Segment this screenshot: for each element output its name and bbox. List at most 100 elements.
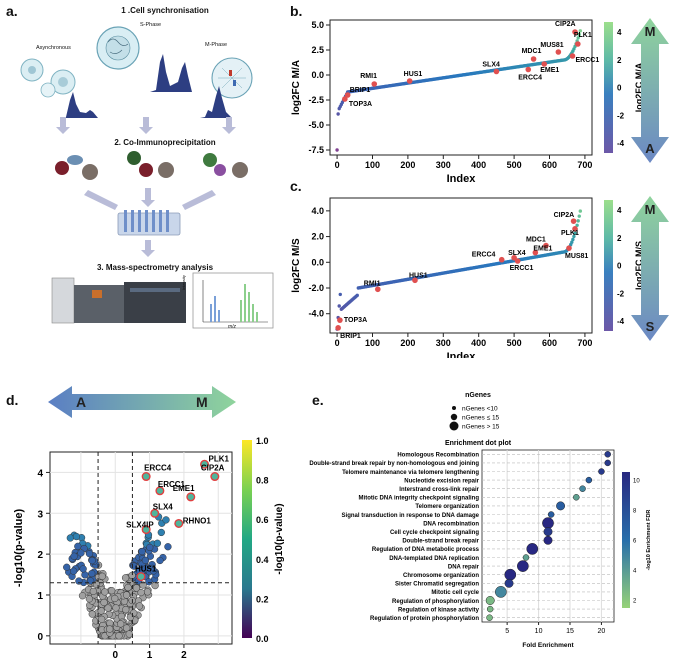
gene-label: MUS81 xyxy=(540,42,563,49)
category-label: DNA-templated DNA replication xyxy=(389,556,479,562)
step2-title: 2. Co-Immunoprecipitation xyxy=(114,138,216,147)
colorbar-tick-label: 0 xyxy=(617,262,622,271)
data-point xyxy=(543,535,553,545)
data-point xyxy=(578,29,583,33)
gene-label: CIP2A xyxy=(201,464,225,473)
highlight-point xyxy=(543,242,549,249)
colorbar xyxy=(604,22,613,153)
inset-y-label: Intensity xyxy=(181,275,186,290)
y-tick-label: 0.0 xyxy=(311,257,324,267)
arrow-left-label: A xyxy=(76,394,86,410)
data-point xyxy=(485,596,495,605)
colorbar xyxy=(622,472,630,608)
data-point xyxy=(98,572,106,580)
colorbar-tick-label: 8 xyxy=(633,509,637,515)
colorbar-tick-label: 6 xyxy=(633,539,637,545)
x-tick-label: 100 xyxy=(365,160,380,170)
data-point xyxy=(335,148,339,152)
gene-label: PLK1 xyxy=(209,454,230,463)
highlight-point xyxy=(174,518,184,528)
step1-title: 1 .Cell synchronisation xyxy=(121,6,209,15)
x-tick-label: 0 xyxy=(112,650,118,660)
colorbar-title: log2FC M/S xyxy=(634,241,644,290)
x-tick-label: 300 xyxy=(436,338,451,348)
data-point xyxy=(577,32,581,37)
data-point xyxy=(547,511,555,518)
data-point xyxy=(117,620,125,628)
data-point xyxy=(125,630,133,638)
legend-title: nGenes xyxy=(465,392,491,399)
x-tick-label: 100 xyxy=(365,338,380,348)
colorbar-tick-label: 1.0 xyxy=(256,436,269,446)
highlight-point xyxy=(570,218,577,224)
colorbar-title: -log10 Enrichment FDR xyxy=(646,510,652,571)
category-label: Regulation of kinase activity xyxy=(398,607,480,613)
data-point xyxy=(112,604,120,612)
category-label: Cell cycle checkpoint signaling xyxy=(390,530,479,536)
panel-e-label: e. xyxy=(312,392,324,408)
mass-spectrometer-illustration xyxy=(51,277,186,324)
colorbar-tick-label: 2 xyxy=(617,234,622,243)
x-tick-label: 0 xyxy=(335,338,340,348)
y-tick-label: -7.5 xyxy=(308,145,324,155)
phase-m-label: M-Phase xyxy=(205,42,228,48)
data-point xyxy=(77,549,85,557)
category-label: Mitotic cell cycle xyxy=(431,590,479,596)
m-phase-histogram xyxy=(200,86,232,118)
gene-label: SLX4IP xyxy=(126,521,154,530)
data-point xyxy=(141,556,150,565)
y-tick-label: -4.0 xyxy=(308,309,324,319)
y-tick-label: 0.0 xyxy=(311,70,324,80)
gene-label: MDC1 xyxy=(522,48,542,55)
data-point xyxy=(522,554,530,561)
data-point xyxy=(162,516,170,524)
panel-a-schematic xyxy=(20,26,274,329)
gene-label: MDC1 xyxy=(526,237,546,244)
colorbar-tick-label: 2 xyxy=(617,56,622,65)
data-point xyxy=(78,592,87,600)
spectrum-inset xyxy=(192,272,274,329)
data-point xyxy=(153,539,162,547)
data-point xyxy=(150,567,158,575)
data-point xyxy=(132,584,141,592)
double-arrow xyxy=(48,386,236,418)
data-point xyxy=(145,578,153,586)
gene-label: RMI1 xyxy=(364,280,381,287)
highlight-point xyxy=(337,317,343,323)
colorbar-tick-label: 0.2 xyxy=(256,594,269,604)
category-label: Signal transduction in response to DNA d… xyxy=(342,513,480,519)
colorbar-tick-label: 0.0 xyxy=(256,634,269,644)
data-point xyxy=(556,501,566,511)
colorbar-tick-label: -4 xyxy=(617,139,625,148)
highlight-point xyxy=(210,472,220,482)
co-ip-illustration xyxy=(55,151,248,180)
data-point xyxy=(108,587,116,595)
y-tick-label: 2.0 xyxy=(311,232,324,242)
asynchronous-cells-illustration xyxy=(20,58,76,98)
x-tick-label: 5 xyxy=(505,628,509,635)
x-tick-label: 400 xyxy=(471,338,486,348)
data-point xyxy=(338,292,342,297)
gene-label: BRIP1 xyxy=(350,87,371,94)
data-point xyxy=(75,577,83,585)
y-axis-title: log2FC M/A xyxy=(291,60,302,115)
data-point xyxy=(572,234,576,239)
y-tick-label: 2 xyxy=(37,550,43,561)
category-label: Interstrand cross-link repair xyxy=(399,487,479,493)
category-label: Double-strand break repair by non-homolo… xyxy=(309,461,479,467)
colorbar-tick-label: 0.4 xyxy=(256,555,269,565)
category-label: Sister Chromatid segregation xyxy=(395,582,479,588)
y-tick-label: -2.0 xyxy=(308,283,324,293)
x-tick-label: 20 xyxy=(598,628,606,635)
y-tick-label: -5.0 xyxy=(308,120,324,130)
x-axis-title: Fold Enrichment xyxy=(522,642,574,649)
panel-e-chart: nGenes nGenes <10 nGenes ≤ 15 nGenes > 15 En… xyxy=(309,392,652,649)
category-label: Nucleotide excision repair xyxy=(404,478,479,484)
category-label: Telomere organization xyxy=(415,504,479,510)
data-point xyxy=(585,476,593,484)
data-point xyxy=(88,569,96,578)
data-point xyxy=(336,112,340,116)
highlight-point xyxy=(566,245,572,251)
data-point xyxy=(106,625,114,633)
data-point xyxy=(526,543,539,555)
